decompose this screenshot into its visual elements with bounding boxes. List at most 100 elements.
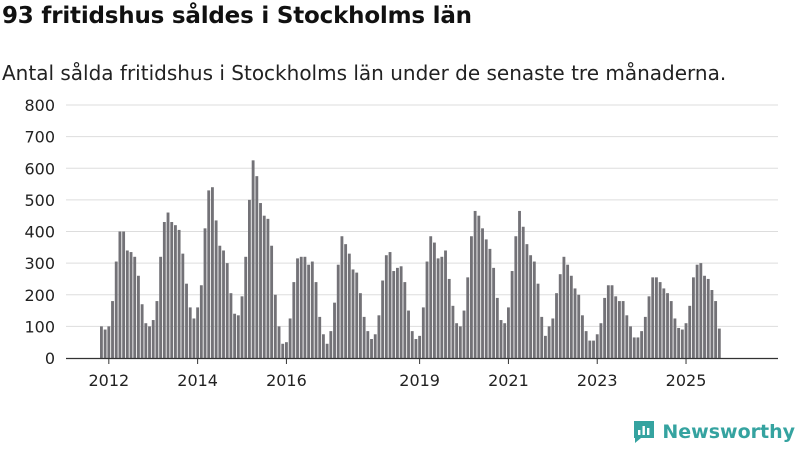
bar (518, 210, 521, 358)
bar (100, 326, 103, 359)
bar (133, 256, 137, 358)
bar (507, 307, 510, 358)
bar (710, 290, 714, 358)
brand: Newsworthy (632, 419, 795, 445)
bar (129, 252, 133, 358)
bar (714, 301, 718, 358)
bar (403, 282, 407, 358)
bar (277, 326, 281, 359)
bar (188, 307, 192, 358)
bar (425, 261, 429, 358)
bar (421, 307, 425, 358)
bar (662, 288, 666, 358)
bar (558, 274, 562, 358)
bar (588, 340, 592, 358)
bar (547, 326, 551, 359)
bar (684, 323, 688, 358)
bar (595, 334, 599, 358)
bar (351, 269, 355, 358)
bar (673, 318, 677, 358)
bar (177, 229, 181, 358)
bar (632, 337, 636, 358)
bar (606, 285, 610, 358)
bar (174, 225, 177, 358)
bar (214, 220, 218, 358)
bar (377, 315, 381, 358)
bar (137, 275, 140, 358)
bar (429, 236, 433, 358)
bar (125, 250, 129, 358)
bar (370, 339, 373, 358)
x-tick-label: 2014 (177, 371, 218, 390)
bar (636, 337, 640, 358)
bar (333, 302, 336, 358)
bar (140, 304, 144, 358)
bar (322, 334, 325, 358)
y-tick-label: 700 (24, 128, 55, 147)
bar (373, 334, 377, 358)
bar (211, 187, 214, 358)
x-axis-ticks: 2012 2014 2016 2019 2021 2023 2025 (88, 358, 706, 390)
bar (488, 248, 492, 358)
bar (407, 310, 410, 358)
bar (577, 294, 581, 358)
bar (151, 320, 155, 358)
newsworthy-logo-icon (634, 421, 655, 443)
bar (658, 282, 662, 358)
bar (473, 210, 477, 358)
bar (325, 343, 329, 358)
bar (318, 316, 322, 358)
bar (199, 285, 203, 358)
bars (100, 160, 721, 359)
bar (603, 297, 607, 358)
bar (529, 255, 533, 358)
bar (155, 301, 159, 358)
bar (266, 218, 270, 358)
bar (218, 245, 222, 358)
bar (651, 277, 655, 358)
bar (466, 277, 470, 358)
chart-subtitle: Antal sålda fritidshus i Stockholms län … (2, 61, 727, 85)
bar (355, 272, 359, 358)
bar (359, 293, 362, 358)
bar (492, 267, 496, 358)
bar (251, 160, 255, 358)
bar (436, 258, 440, 358)
bar (629, 326, 632, 359)
bar (107, 326, 111, 359)
bar (144, 323, 148, 358)
bar (329, 331, 333, 358)
bar (484, 239, 488, 358)
bar (495, 297, 499, 358)
bar (196, 307, 200, 358)
bar (381, 280, 385, 358)
bar (433, 242, 436, 358)
bar (388, 252, 392, 358)
bar (310, 261, 314, 358)
bar (643, 316, 647, 358)
bar (581, 315, 584, 358)
bar (477, 215, 481, 358)
bar (566, 264, 570, 358)
bar (699, 263, 703, 359)
bar (514, 236, 518, 358)
bar (525, 244, 529, 358)
y-axis-ticks: 0 100 200 300 400 500 600 700 800 (24, 96, 55, 368)
y-tick-label: 600 (24, 159, 55, 178)
bar (166, 212, 170, 358)
brand-name: Newsworthy (662, 421, 795, 443)
bar (440, 256, 444, 358)
chart-title: 93 fritidshus såldes i Stockholms län (2, 3, 472, 29)
bar (273, 294, 277, 358)
bar (344, 244, 348, 358)
bar (185, 283, 188, 358)
bar (503, 323, 507, 358)
bar (555, 293, 558, 358)
bar (122, 231, 126, 358)
bar (481, 228, 484, 358)
x-tick-label: 2021 (488, 371, 529, 390)
bar (255, 176, 259, 358)
bar (396, 267, 399, 358)
bar (680, 329, 684, 358)
bar (618, 301, 621, 358)
